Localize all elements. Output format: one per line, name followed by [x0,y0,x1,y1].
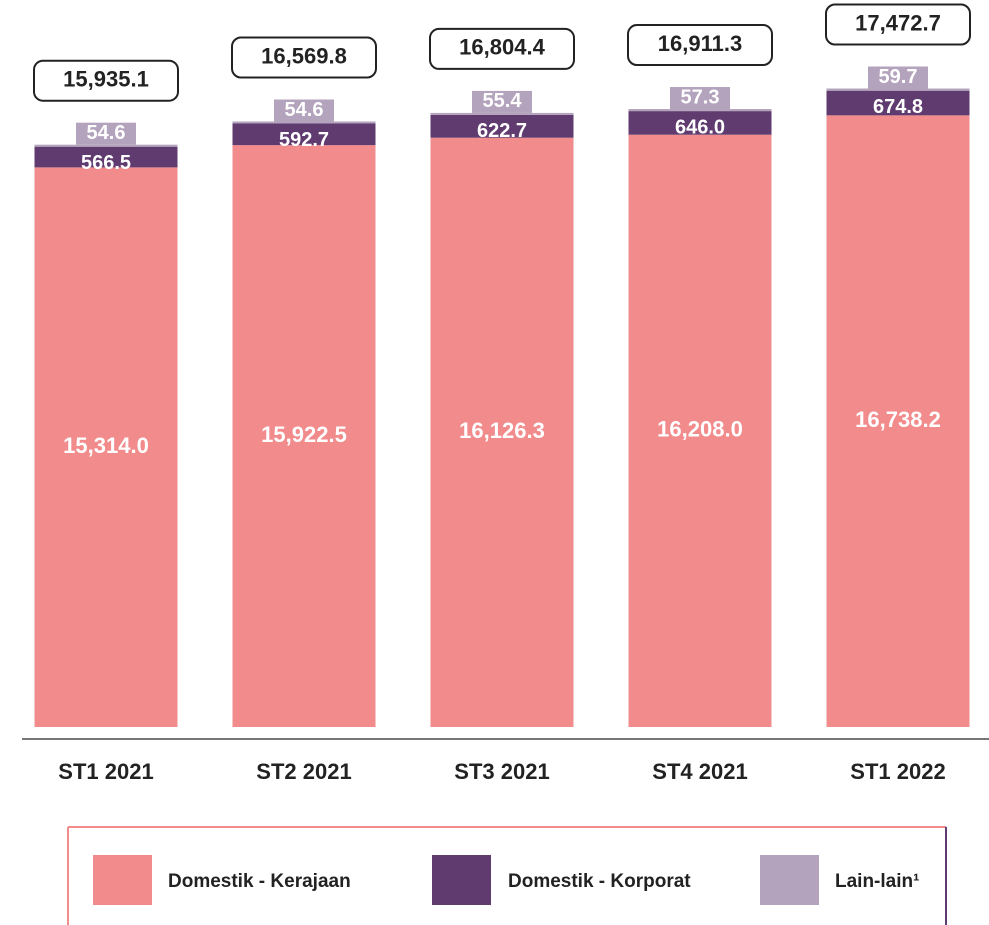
label-box [76,122,136,145]
total-label: 15,935.1 [63,67,149,92]
x-tick-label: ST2 2021 [256,759,351,784]
total-box [33,59,179,102]
label-box [868,66,928,89]
value-label: 566.5 [81,152,131,174]
bar-segment [826,88,970,91]
total-label: 17,472.7 [855,10,941,35]
value-label: 16,208.0 [657,417,743,442]
x-tick-label: ST1 2021 [58,759,153,784]
bar-segment [826,115,970,727]
value-label: 57.3 [681,86,720,108]
x-tick-label: ST4 2021 [652,759,747,784]
bar-segment [34,146,178,168]
bar-segment [430,112,574,115]
value-label: 16,738.2 [855,407,941,432]
legend-label: Lain-lain¹ [835,871,919,892]
x-tick-label: ST1 2022 [850,759,945,784]
total-label: 16,911.3 [658,31,742,56]
value-label: 15,314.0 [63,433,149,458]
value-label: 592.7 [279,129,329,151]
legend-swatch [432,855,491,905]
total-box [627,24,773,67]
total-label: 16,569.8 [261,43,347,68]
bar-segment [34,167,178,728]
total-label: 16,804.4 [459,35,545,60]
label-box [472,90,532,113]
total-box [231,36,377,79]
label-box [670,87,730,110]
x-tick-label: ST3 2021 [454,759,549,784]
bar-segment [430,137,574,727]
total-box [825,3,971,46]
bar-segment [430,114,574,138]
value-label: 54.6 [87,122,126,144]
value-label: 54.6 [285,99,324,121]
bar-segment [628,134,772,728]
value-label: 59.7 [879,66,918,88]
value-label: 674.8 [873,96,923,118]
bar-segment [232,121,376,124]
bar-segment [232,145,376,728]
bar-segment [232,123,376,146]
legend-label: Domestik - Korporat [508,871,691,892]
total-box [429,27,575,70]
value-label: 16,126.3 [459,418,545,443]
bar-segment [628,111,772,135]
bar-segment [826,90,970,116]
legend-swatch [93,855,152,905]
value-label: 622.7 [477,120,527,142]
label-box [274,99,334,122]
bar-segment [34,144,178,147]
value-label: 15,922.5 [261,422,347,447]
bar-segment [628,109,772,112]
legend-swatch [760,855,819,905]
value-label: 55.4 [483,90,523,112]
value-label: 646.0 [675,116,725,138]
legend [67,826,947,925]
legend-label: Domestik - Kerajaan [168,871,351,892]
